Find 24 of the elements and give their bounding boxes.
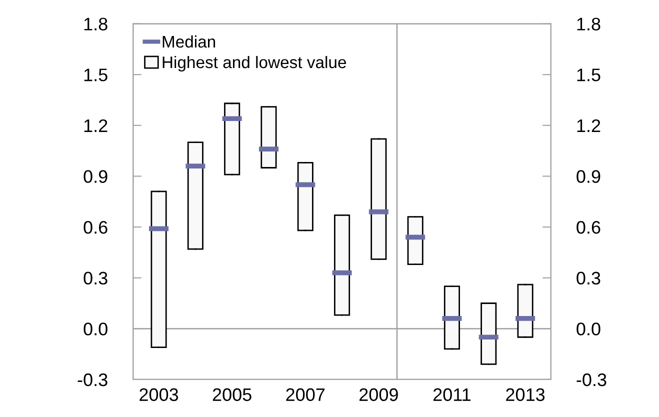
y-tick-label: 1.5 <box>84 68 108 82</box>
y-tick-label: 0.3 <box>84 272 108 285</box>
annotation: Median <box>162 35 216 48</box>
y2-tick-label: 0.9 <box>576 170 600 183</box>
y2-tick-label: 0.6 <box>576 220 600 234</box>
x-tick-label: 2007 <box>286 388 325 402</box>
y2-tick-label: 0.0 <box>576 322 600 336</box>
legend-label: Highest and lowest value <box>162 56 346 72</box>
x-tick-label: 2005 <box>212 388 252 402</box>
y2-tick-label: 1.8 <box>577 18 600 30</box>
x-tick-label: 2003 <box>140 388 178 402</box>
y2-tick-label: -0.3 <box>576 373 606 386</box>
y-tick-label: 1.2 <box>84 119 108 132</box>
y-tick-label: -0.3 <box>78 373 108 386</box>
y-tick-label: 0.0 <box>84 322 108 336</box>
x-tick-label: 2009 <box>360 388 398 402</box>
y-tick-label: 0.6 <box>84 220 108 234</box>
y-tick-label: 1.8 <box>84 18 108 30</box>
y-tick-label: 0.9 <box>84 170 108 183</box>
y2-tick-label: 1.2 <box>577 119 600 132</box>
x-tick-label: 2013 <box>506 388 545 402</box>
y2-tick-label: 1.5 <box>577 68 600 82</box>
x-tick-label: 2011 <box>433 388 471 402</box>
y2-tick-label: 0.3 <box>576 272 600 285</box>
